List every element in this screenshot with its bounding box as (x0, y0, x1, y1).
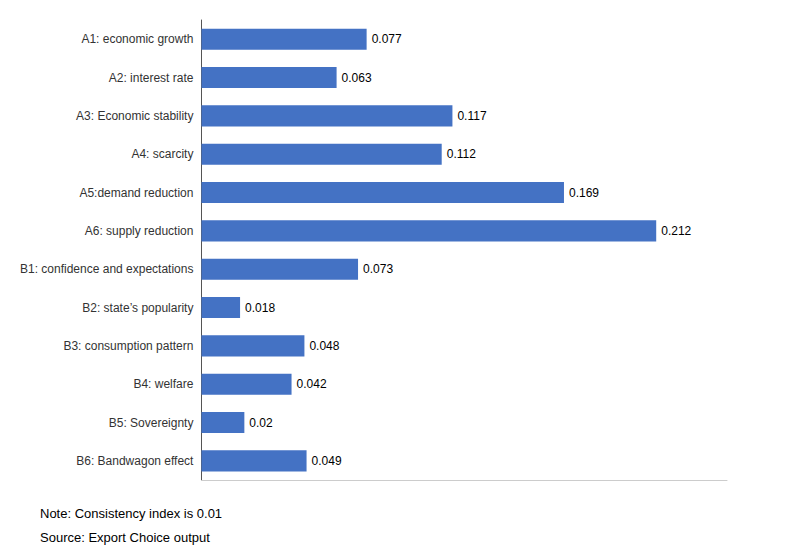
svg-text:A4: scarcity: A4: scarcity (131, 147, 193, 161)
svg-text:0.212: 0.212 (661, 224, 691, 238)
svg-text:B5: Sovereignty: B5: Sovereignty (109, 416, 194, 430)
svg-text:0.063: 0.063 (342, 71, 372, 85)
svg-text:A3: Economic stability: A3: Economic stability (76, 109, 193, 123)
svg-text:0.049: 0.049 (312, 454, 342, 468)
svg-text:A1: economic growth: A1: economic growth (81, 32, 193, 46)
svg-text:B4: welfare: B4: welfare (133, 377, 193, 391)
svg-text:0.169: 0.169 (569, 186, 599, 200)
svg-text:0.018: 0.018 (245, 301, 275, 315)
svg-text:A2: interest rate: A2: interest rate (109, 71, 194, 85)
svg-text:B6: Bandwagon effect: B6: Bandwagon effect (76, 454, 194, 468)
svg-text:A6: supply reduction: A6: supply reduction (85, 224, 194, 238)
svg-text:Source: Export Choice output: Source: Export Choice output (40, 530, 210, 545)
svg-text:0.042: 0.042 (297, 377, 327, 391)
svg-text:0.048: 0.048 (309, 339, 339, 353)
svg-text:B3: consumption pattern: B3: consumption pattern (63, 339, 193, 353)
svg-text:0.073: 0.073 (363, 262, 393, 276)
svg-text:B2: state’s popularity: B2: state’s popularity (82, 301, 193, 315)
svg-text:0.077: 0.077 (372, 32, 402, 46)
svg-text:A5:demand reduction: A5:demand reduction (79, 186, 193, 200)
svg-text:B1: confidence and expectation: B1: confidence and expectations (20, 262, 193, 276)
svg-text:Note: Consistency index is 0.0: Note: Consistency index is 0.01 (40, 506, 222, 521)
svg-text:0.117: 0.117 (457, 109, 486, 123)
svg-text:0.02: 0.02 (249, 416, 273, 430)
svg-text:0.112: 0.112 (447, 147, 476, 161)
